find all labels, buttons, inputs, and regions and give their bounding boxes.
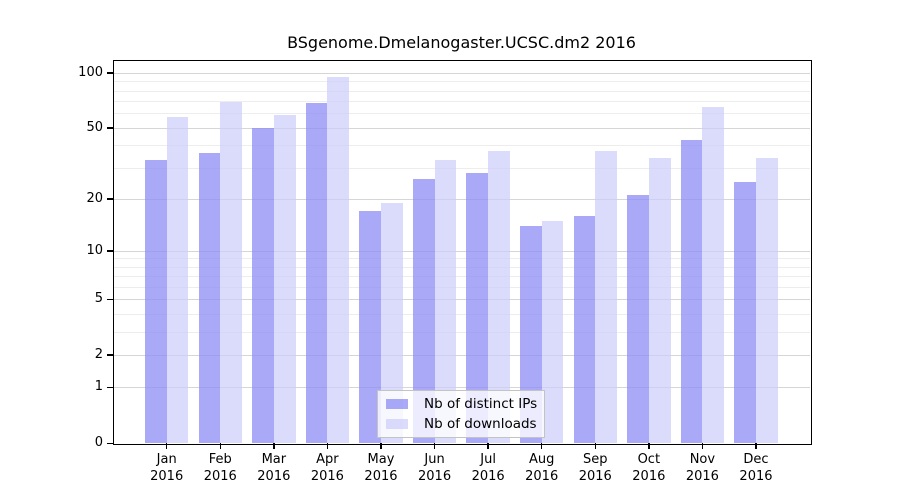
minor-gridline — [114, 167, 810, 169]
bar-downloads — [541, 220, 564, 443]
x-axis-tick-label: Oct 2016 — [632, 452, 666, 484]
legend-swatch-distinct-ips — [386, 399, 408, 409]
minor-gridline — [114, 81, 810, 83]
x-axis-tick-label: Jan 2016 — [150, 452, 184, 484]
legend-row-distinct-ips: Nb of distinct IPs — [386, 396, 544, 412]
minor-gridline — [114, 113, 810, 115]
bar-downloads — [595, 151, 617, 443]
x-axis-tick — [487, 443, 489, 449]
legend-label-distinct-ips: Nb of distinct IPs — [424, 396, 538, 412]
minor-gridline — [114, 276, 810, 278]
legend-label-downloads: Nb of downloads — [424, 416, 537, 432]
x-axis-tick — [165, 443, 168, 449]
x-axis-tick-label: Jul 2016 — [471, 452, 505, 484]
bar-distinct-ips — [627, 195, 649, 443]
x-axis-tick — [273, 443, 275, 449]
x-axis-tick-label: Aug 2016 — [525, 452, 559, 484]
major-gridline — [114, 250, 810, 252]
x-axis-tick-label: Jun 2016 — [418, 452, 452, 484]
major-gridline — [114, 387, 810, 389]
y-axis-tick-label: 0 — [94, 435, 103, 450]
bar-downloads — [755, 157, 778, 443]
minor-gridline — [114, 313, 810, 315]
y-axis-tick-label: 100 — [78, 64, 103, 80]
bar-downloads — [166, 117, 189, 443]
major-gridline — [114, 354, 810, 356]
bar-distinct-ips — [734, 181, 756, 443]
x-axis-tick-label: May 2016 — [364, 452, 398, 484]
y-axis-tick — [107, 72, 114, 74]
y-axis-tick — [107, 250, 114, 252]
x-axis-tick-label: Nov 2016 — [685, 452, 719, 484]
bar-downloads — [273, 114, 296, 443]
x-axis-tick — [755, 443, 757, 449]
legend: Nb of distinct IPs Nb of downloads — [377, 390, 545, 438]
x-axis-tick-label: Apr 2016 — [310, 452, 344, 484]
major-gridline — [114, 72, 810, 74]
legend-row-downloads: Nb of downloads — [386, 416, 544, 432]
y-axis-tick — [107, 127, 114, 129]
bar-distinct-ips — [412, 178, 435, 443]
y-axis-tick-label: 10 — [86, 242, 103, 258]
bar-distinct-ips — [519, 225, 542, 443]
x-axis-tick-label: Mar 2016 — [257, 452, 291, 484]
major-gridline — [114, 127, 810, 129]
y-axis-tick-label: 20 — [86, 190, 103, 206]
minor-gridline — [114, 331, 810, 333]
y-axis-tick — [107, 354, 114, 356]
x-axis-tick — [594, 443, 596, 449]
y-axis-tick — [107, 198, 114, 200]
x-axis-tick — [701, 443, 704, 449]
bar-downloads — [327, 76, 350, 443]
minor-gridline — [114, 286, 810, 288]
bar-distinct-ips — [359, 211, 381, 443]
x-axis-tick-label: Feb 2016 — [203, 452, 237, 484]
minor-gridline — [114, 266, 810, 268]
y-axis-tick — [107, 298, 114, 301]
x-axis-tick — [648, 443, 650, 449]
chart-title: BSgenome.Dmelanogaster.UCSC.dm2 2016 — [287, 33, 636, 52]
bar-downloads — [434, 160, 457, 443]
y-axis-tick-label: 5 — [94, 291, 103, 307]
bar-distinct-ips — [252, 127, 274, 443]
bar-downloads — [488, 151, 510, 443]
bar-distinct-ips — [680, 139, 703, 443]
x-axis-tick — [433, 443, 436, 449]
bar-distinct-ips — [145, 160, 167, 443]
y-axis-tick-label: 50 — [86, 119, 103, 135]
bar-downloads — [702, 107, 725, 443]
legend-swatch-downloads — [386, 419, 408, 429]
bar-downloads — [220, 102, 242, 443]
minor-gridline — [114, 90, 810, 92]
plot-area: Nb of distinct IPs Nb of downloads 100 50… — [78, 59, 812, 484]
bar-downloads — [648, 157, 671, 443]
y-axis-tick — [107, 442, 114, 444]
bar-distinct-ips — [198, 153, 221, 443]
major-gridline — [114, 198, 810, 200]
minor-gridline — [114, 145, 810, 147]
major-gridline — [114, 299, 810, 301]
y-axis-tick — [107, 386, 114, 389]
x-axis-tick-label: Sep 2016 — [578, 452, 612, 484]
x-axis-tick — [540, 443, 543, 449]
bar-distinct-ips — [305, 103, 328, 443]
bar-distinct-ips — [466, 172, 489, 443]
minor-gridline — [114, 258, 810, 260]
x-axis-tick-label: Dec 2016 — [739, 452, 773, 484]
x-axis-tick — [380, 443, 382, 449]
bar-distinct-ips — [573, 215, 596, 443]
x-axis-tick — [326, 443, 329, 449]
x-axis-tick — [219, 443, 222, 449]
y-axis-tick-label: 2 — [94, 346, 103, 362]
bar-downloads — [380, 202, 403, 443]
y-axis-tick-label: 1 — [94, 379, 103, 395]
minor-gridline — [114, 101, 810, 103]
